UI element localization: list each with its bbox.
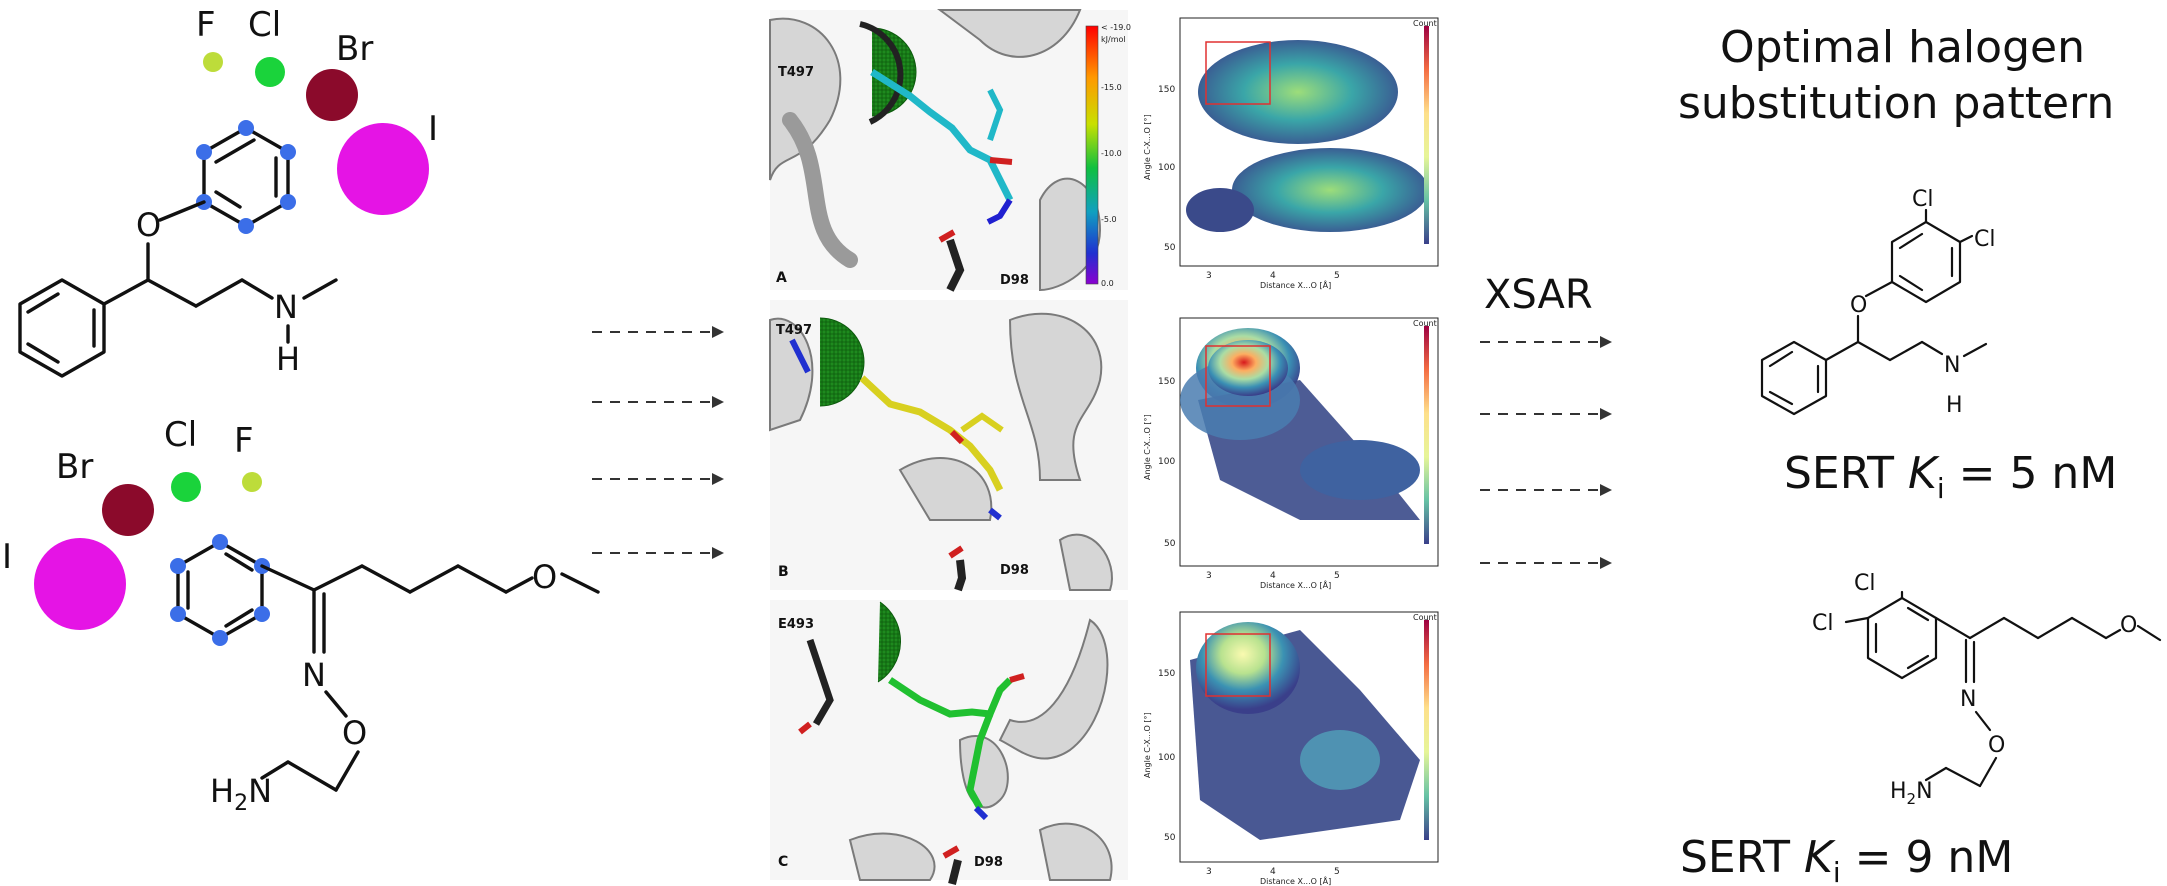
halogen-cl-dot [171,472,201,502]
arrows-left [592,326,724,559]
atom-o-oxime: O [1988,733,2005,758]
residue-bottom-c: D98 [974,855,1003,870]
molecule-top-left: F Cl Br I O N H [18,5,438,378]
atom-n: N [274,288,298,326]
hexplot-b: Count 3 4 5 150 100 50 Distance X...O [Å… [1143,317,1439,590]
hexplot-a-x4: 4 [1270,271,1276,281]
hexplot-a: Count 3 4 5 150 100 50 Distance X...O [Å… [1143,17,1439,290]
hexplot-c-y50: 50 [1164,833,1176,843]
colorbar-tick-10: -10.0 [1101,149,1122,158]
ki-top: SERT Ki = 5 nM [1784,448,2117,505]
colorbar-tick-5: -5.0 [1101,215,1117,224]
halogen-br-dot [306,69,358,121]
atom-cl-2: Cl [1974,227,1995,252]
ki-bottom: SERT Ki = 9 nM [1680,832,2013,886]
label-f: F [234,421,254,461]
label-cl: Cl [248,5,281,45]
residue-bottom-a: D98 [1000,273,1029,288]
molecule-bottom-left: Br Cl F I O N O H2N [2,415,600,816]
label-br: Br [56,447,93,487]
hexplot-b-x5: 5 [1334,571,1340,581]
halogen-br-dot [102,484,154,536]
panel-b: T497 D98 B [769,300,1128,592]
hexplot-b-y150: 150 [1158,377,1175,387]
halogen-i-dot [34,538,126,630]
panel-label-c: C [778,854,788,870]
hexplot-b-y50: 50 [1164,539,1176,549]
atom-n: N [1944,353,1960,378]
panel-label-b: B [778,564,789,580]
hexplot-c-x3: 3 [1206,867,1212,877]
label-f: F [196,5,216,45]
hexplot-b-x3: 3 [1206,571,1212,581]
atom-cl-1: Cl [1912,187,1933,212]
panel-label-a: A [776,270,787,286]
halogen-f-dot [242,472,262,492]
hexplot-b-xlabel: Distance X...O [Å] [1260,579,1331,590]
hexplot-c-legend: Count [1413,613,1437,622]
hexplot-c-x5: 5 [1334,867,1340,877]
colorbar-tick-0: 0.0 [1101,279,1114,288]
atom-h2n: H2N [210,772,272,816]
colorbar-unit: kJ/mol [1101,35,1126,44]
hexplot-b-y100: 100 [1158,457,1175,467]
hexplot-c: Count 3 4 5 150 100 50 Distance X...O [Å… [1143,611,1439,886]
label-cl: Cl [164,415,197,455]
halogen-i-dot [337,123,429,215]
hexplot-c-ylabel: Angle C-X...O [°] [1143,712,1152,778]
panel-c: E493 D98 C [770,600,1128,885]
residue-bottom-b: D98 [1000,563,1029,578]
atom-n-oxime: N [302,656,326,694]
atom-o-ether: O [2120,613,2137,638]
residue-top-a: T497 [778,65,814,80]
hexplot-c-x4: 4 [1270,867,1276,877]
label-i: I [2,537,12,577]
atom-o: O [136,206,161,244]
residue-top-b: T497 [776,323,812,338]
hexplot-a-y50: 50 [1164,243,1176,253]
title-line-2: substitution pattern [1678,78,2114,129]
atom-cl-2: Cl [1812,611,1833,636]
atom-o: O [1850,293,1867,318]
hexplot-c-y100: 100 [1158,753,1175,763]
atom-h: H [276,340,300,378]
hexplot-a-x5: 5 [1334,271,1340,281]
atom-n-oxime: N [1960,687,1976,712]
colorbar-top: < -19.0 [1101,23,1131,32]
hexplot-a-x3: 3 [1206,271,1212,281]
xsar-label: XSAR [1484,272,1593,318]
hexplot-b-x4: 4 [1270,571,1276,581]
colorbar-tick-15: -15.0 [1101,83,1122,92]
hexplot-b-ylabel: Angle C-X...O [°] [1143,414,1152,480]
atom-cl-1: Cl [1854,571,1875,596]
label-br: Br [336,29,373,69]
atom-o-ether: O [532,558,557,596]
hexplot-a-y100: 100 [1158,163,1175,173]
molecule-top-right: Cl Cl O N H SERT Ki = 5 nM [1760,187,2117,505]
panel-a: T497 D98 A < -19.0 kJ/mol -15.0 -10.0 -5… [769,9,1131,292]
hexplot-a-legend: Count [1413,19,1437,28]
hexplot-c-xlabel: Distance X...O [Å] [1260,875,1331,886]
hexplot-a-xlabel: Distance X...O [Å] [1260,279,1331,290]
molecule-bottom-right: Cl Cl O N O H2N SERT Ki = 9 nM [1680,571,2162,886]
hexplot-a-ylabel: Angle C-X...O [°] [1143,114,1152,180]
hexplot-b-legend: Count [1413,319,1437,328]
hexplot-c-y150: 150 [1158,669,1175,679]
arrows-right [1480,336,1612,569]
atom-h2n: H2N [1890,779,1933,808]
title-line-1: Optimal halogen [1720,22,2085,73]
hexplot-a-y150: 150 [1158,85,1175,95]
label-i: I [428,109,438,149]
residue-top-c: E493 [778,617,814,632]
atom-o-oxime: O [342,714,367,752]
halogen-cl-dot [255,57,285,87]
atom-h: H [1946,393,1963,418]
halogen-f-dot [203,52,223,72]
